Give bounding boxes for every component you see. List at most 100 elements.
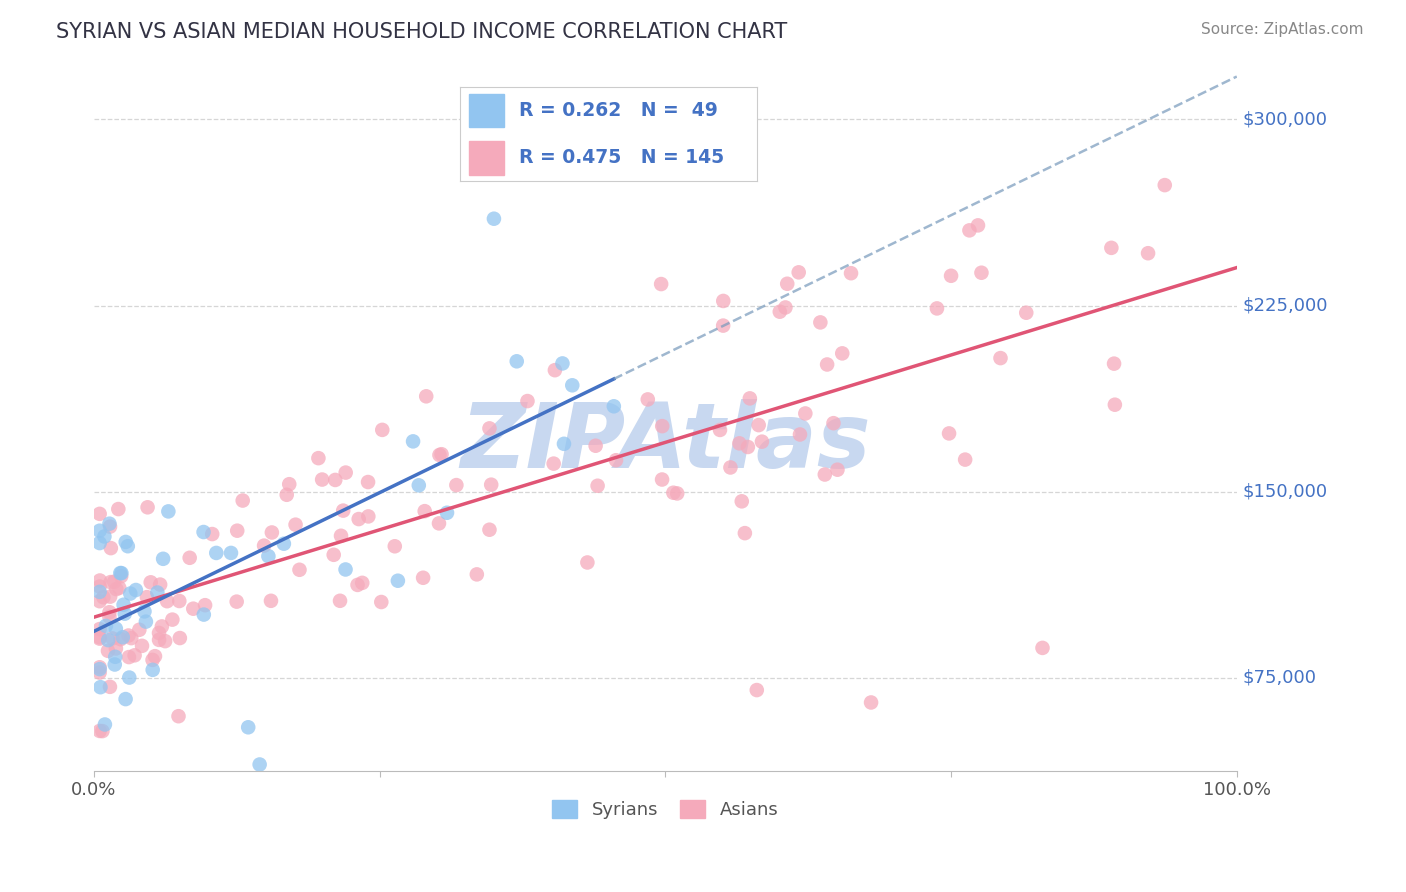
Point bbox=[738, 392, 761, 406]
Point bbox=[307, 451, 329, 466]
Point bbox=[1099, 241, 1122, 255]
Point bbox=[94, 717, 117, 731]
Point bbox=[104, 657, 127, 672]
Point bbox=[1031, 640, 1053, 655]
Point bbox=[148, 626, 170, 640]
Point bbox=[89, 574, 111, 588]
Point bbox=[89, 536, 111, 550]
Point bbox=[1153, 178, 1175, 193]
Point bbox=[720, 460, 742, 475]
Point bbox=[967, 219, 990, 233]
Point bbox=[925, 301, 948, 316]
Text: Source: ZipAtlas.com: Source: ZipAtlas.com bbox=[1201, 22, 1364, 37]
Point bbox=[89, 507, 111, 521]
Point bbox=[114, 607, 136, 621]
Point bbox=[330, 529, 353, 543]
Point bbox=[402, 434, 425, 449]
Point bbox=[278, 477, 301, 491]
Point bbox=[120, 631, 142, 645]
Point bbox=[103, 574, 125, 589]
Point bbox=[98, 680, 121, 694]
Point bbox=[194, 598, 217, 612]
Point bbox=[238, 720, 260, 734]
Point bbox=[711, 293, 734, 308]
Point bbox=[734, 526, 756, 541]
Point bbox=[839, 266, 862, 280]
Point bbox=[731, 494, 754, 508]
Point bbox=[193, 607, 215, 622]
Point bbox=[162, 613, 184, 627]
Point bbox=[97, 633, 120, 648]
Point bbox=[104, 641, 127, 656]
Point bbox=[808, 315, 831, 329]
Point bbox=[430, 447, 453, 461]
Legend: Syrians, Asians: Syrians, Asians bbox=[547, 794, 785, 824]
Text: $225,000: $225,000 bbox=[1243, 296, 1329, 315]
Point bbox=[357, 509, 380, 524]
Point bbox=[860, 696, 883, 710]
Point bbox=[335, 562, 357, 576]
Point bbox=[117, 539, 139, 553]
Point bbox=[98, 519, 121, 533]
Point bbox=[479, 477, 502, 491]
Point bbox=[128, 623, 150, 637]
Point bbox=[408, 478, 430, 492]
Point bbox=[260, 594, 283, 608]
Point bbox=[93, 529, 115, 543]
Point bbox=[384, 539, 406, 553]
Point bbox=[89, 660, 111, 674]
Point bbox=[553, 437, 575, 451]
Point bbox=[371, 423, 394, 437]
Point bbox=[89, 680, 111, 694]
Point bbox=[429, 448, 451, 462]
Point bbox=[136, 590, 159, 604]
Point bbox=[146, 585, 169, 599]
Point bbox=[232, 493, 254, 508]
Point bbox=[412, 571, 434, 585]
Point bbox=[1015, 306, 1038, 320]
Point bbox=[89, 662, 111, 676]
Point bbox=[276, 488, 298, 502]
Point bbox=[769, 304, 792, 318]
Point bbox=[751, 434, 773, 449]
Point bbox=[953, 452, 976, 467]
Point bbox=[465, 567, 488, 582]
Point bbox=[89, 585, 111, 599]
Point bbox=[118, 650, 141, 665]
Point bbox=[117, 628, 139, 642]
Point bbox=[651, 419, 673, 434]
Point bbox=[89, 594, 111, 608]
Point bbox=[1137, 246, 1160, 260]
Point bbox=[134, 604, 156, 618]
Text: $150,000: $150,000 bbox=[1243, 483, 1327, 500]
Point bbox=[332, 503, 354, 517]
Point bbox=[205, 546, 228, 560]
Point bbox=[98, 590, 121, 604]
Point bbox=[107, 502, 129, 516]
Point bbox=[157, 504, 180, 518]
Point bbox=[711, 318, 734, 333]
Point bbox=[815, 358, 838, 372]
Point bbox=[110, 566, 132, 580]
Point bbox=[415, 389, 437, 403]
Point bbox=[108, 581, 131, 595]
Point bbox=[143, 649, 166, 664]
Point bbox=[288, 563, 311, 577]
Point bbox=[226, 524, 249, 538]
Point bbox=[823, 416, 845, 430]
Point bbox=[938, 426, 960, 441]
Point bbox=[827, 463, 849, 477]
Point bbox=[551, 356, 574, 370]
Point bbox=[110, 566, 132, 581]
Point bbox=[728, 436, 751, 450]
Text: ZIPAtlas: ZIPAtlas bbox=[460, 399, 870, 487]
Point bbox=[650, 277, 672, 291]
Point bbox=[89, 630, 111, 644]
Point bbox=[89, 632, 111, 646]
Point bbox=[273, 537, 295, 551]
Point bbox=[150, 619, 173, 633]
Point bbox=[585, 439, 607, 453]
Point bbox=[100, 575, 122, 590]
Point bbox=[100, 541, 122, 555]
Point bbox=[357, 475, 380, 489]
